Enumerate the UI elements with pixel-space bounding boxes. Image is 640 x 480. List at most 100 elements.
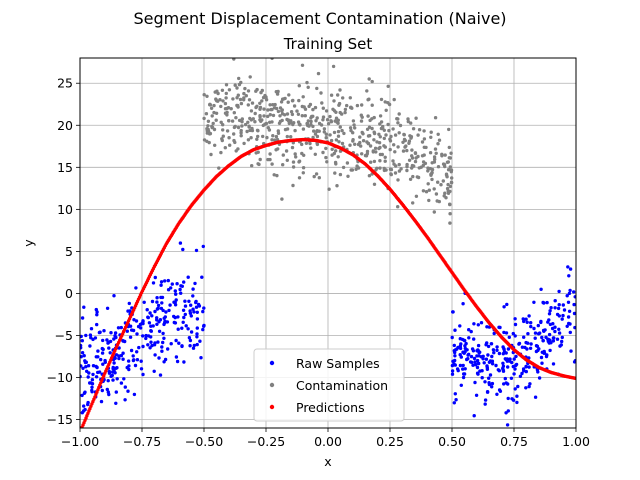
contamination-point — [446, 189, 450, 193]
contamination-point — [231, 97, 235, 101]
raw-samples-point — [95, 322, 99, 327]
raw-samples-point — [458, 363, 463, 368]
raw-samples-point — [507, 335, 511, 339]
raw-samples-point — [483, 380, 487, 384]
raw-samples-point — [123, 398, 127, 402]
contamination-point — [351, 131, 355, 135]
contamination-point — [281, 153, 285, 157]
contamination-point — [266, 108, 270, 112]
contamination-point — [401, 140, 405, 144]
contamination-point — [361, 139, 366, 143]
raw-samples-point — [95, 313, 99, 317]
contamination-point — [224, 83, 229, 87]
raw-samples-point — [513, 367, 517, 371]
raw-samples-point — [159, 283, 163, 287]
raw-samples-point — [560, 317, 564, 321]
raw-samples-point — [179, 291, 183, 295]
raw-samples-point — [188, 344, 192, 348]
contamination-point — [358, 140, 362, 145]
raw-samples-point — [111, 365, 115, 370]
contamination-point — [272, 173, 276, 177]
raw-samples-point — [135, 358, 140, 362]
contamination-point — [415, 175, 419, 179]
raw-samples-point — [474, 363, 478, 367]
contamination-point — [248, 75, 252, 79]
contamination-point — [321, 150, 325, 155]
contamination-point — [286, 100, 290, 104]
raw-samples-point — [557, 289, 561, 294]
contamination-point — [427, 198, 431, 203]
contamination-point — [300, 142, 304, 147]
raw-samples-point — [486, 344, 491, 349]
contamination-point — [386, 84, 390, 89]
raw-samples-point — [95, 310, 99, 314]
raw-samples-point — [149, 324, 153, 328]
raw-samples-point — [162, 322, 166, 327]
contamination-point — [436, 142, 440, 146]
raw-samples-point — [540, 350, 544, 354]
raw-samples-point — [157, 329, 162, 333]
raw-samples-point — [88, 344, 92, 348]
raw-samples-point — [202, 324, 206, 328]
contamination-point — [396, 117, 400, 121]
raw-samples-point — [539, 287, 543, 291]
raw-samples-point — [189, 330, 194, 334]
raw-samples-point — [525, 320, 529, 324]
raw-samples-point — [524, 369, 528, 374]
raw-samples-point — [146, 315, 150, 319]
contamination-point — [258, 114, 262, 118]
contamination-point — [221, 128, 225, 132]
raw-samples-point — [489, 342, 494, 346]
contamination-point — [232, 132, 236, 136]
raw-samples-point — [127, 301, 131, 306]
y-tick-label: −5 — [55, 328, 73, 343]
raw-samples-point — [153, 353, 157, 357]
x-tick-label: −0.50 — [185, 434, 223, 449]
raw-samples-point — [169, 342, 173, 346]
raw-samples-point — [186, 275, 190, 279]
raw-samples-point — [155, 316, 159, 320]
raw-samples-point — [547, 312, 552, 316]
raw-samples-point — [494, 363, 498, 368]
contamination-point — [336, 134, 341, 138]
raw-samples-point — [476, 372, 480, 376]
raw-samples-point — [557, 314, 561, 318]
raw-samples-point — [453, 354, 457, 358]
contamination-point — [209, 152, 213, 157]
raw-samples-point — [150, 343, 154, 348]
raw-samples-point — [125, 329, 129, 333]
contamination-point — [366, 141, 371, 146]
raw-samples-point — [114, 401, 118, 405]
raw-samples-point — [183, 312, 187, 317]
contamination-point — [240, 120, 244, 124]
raw-samples-point — [529, 342, 533, 346]
raw-samples-point — [505, 423, 510, 427]
raw-samples-point — [127, 364, 131, 368]
contamination-point — [257, 162, 261, 167]
contamination-point — [324, 146, 328, 151]
raw-samples-point — [567, 321, 571, 326]
raw-samples-point — [194, 248, 199, 253]
raw-samples-point — [201, 244, 205, 249]
raw-samples-point — [148, 311, 152, 315]
contamination-point — [411, 201, 415, 205]
contamination-point — [235, 86, 239, 90]
contamination-point — [382, 166, 386, 171]
raw-samples-point — [545, 300, 549, 305]
raw-samples-point — [160, 301, 164, 305]
raw-samples-point — [173, 321, 178, 325]
raw-samples-point — [167, 308, 171, 313]
contamination-point — [331, 107, 335, 112]
contamination-point — [296, 112, 301, 117]
raw-samples-point — [547, 332, 552, 337]
raw-samples-point — [148, 346, 152, 350]
contamination-point — [204, 112, 209, 116]
contamination-point — [218, 98, 222, 102]
contamination-point — [255, 137, 259, 141]
raw-samples-point — [528, 382, 532, 386]
contamination-point — [449, 168, 454, 172]
legend-label-predictions: Predictions — [296, 400, 365, 415]
y-tick-label: 15 — [57, 160, 73, 175]
contamination-point — [269, 107, 273, 112]
contamination-point — [229, 107, 233, 111]
